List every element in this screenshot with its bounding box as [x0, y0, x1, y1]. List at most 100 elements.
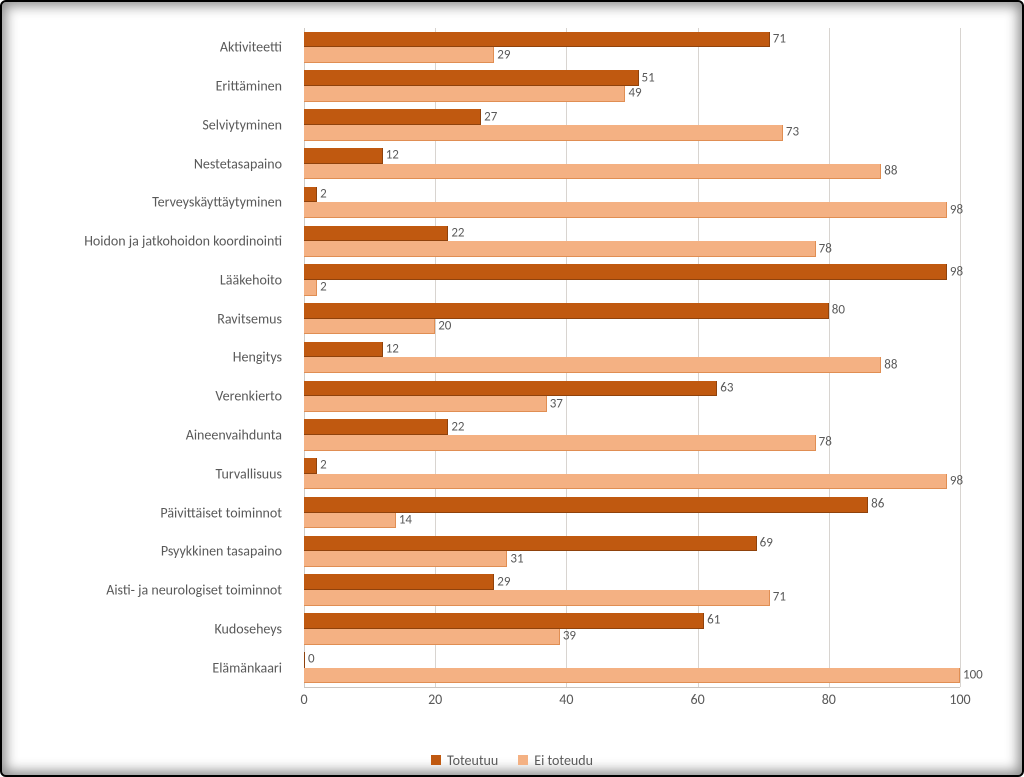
bar-value-label: 0	[308, 652, 315, 667]
bar-value-label: 29	[497, 574, 510, 589]
bar-ei_toteudu: 73	[304, 125, 783, 141]
category-label: Päivittäiset toiminnot	[22, 504, 282, 521]
bar-value-label: 39	[563, 629, 576, 644]
category-row: Verenkierto6337	[304, 379, 960, 413]
bar-value-label: 78	[819, 435, 832, 450]
category-row: Hengitys1288	[304, 340, 960, 374]
category-label: Aisti- ja neurologiset toiminnot	[22, 582, 282, 599]
bar-ei_toteudu: 31	[304, 551, 507, 567]
legend: Toteutuu Ei toteudu	[2, 752, 1022, 770]
bar-ei_toteudu: 20	[304, 319, 435, 335]
bar-value-label: 78	[819, 241, 832, 256]
category-label: Nestetasapaino	[22, 155, 282, 172]
plot-wrap: 020406080100Aktiviteetti7129Erittäminen5…	[24, 18, 1000, 718]
x-tick-label: 60	[690, 691, 704, 708]
bar-value-label: 20	[438, 319, 451, 334]
bar-ei_toteudu: 37	[304, 396, 547, 412]
bar-value-label: 14	[399, 512, 412, 527]
category-row: Selviytyminen2773	[304, 108, 960, 142]
bar-ei_toteudu: 88	[304, 357, 881, 373]
bar-value-label: 31	[510, 551, 523, 566]
bar-ei_toteudu: 49	[304, 86, 625, 102]
legend-item: Toteutuu	[431, 752, 498, 769]
x-tick-label: 100	[949, 691, 970, 708]
category-label: Hengitys	[22, 349, 282, 366]
bar-toteutuu: 98	[304, 264, 947, 280]
x-tick-label: 40	[559, 691, 573, 708]
bar-value-label: 2	[320, 458, 327, 473]
bar-toteutuu: 22	[304, 419, 448, 435]
bar-value-label: 88	[884, 164, 897, 179]
legend-item: Ei toteudu	[518, 752, 593, 769]
bar-toteutuu: 22	[304, 226, 448, 242]
bar-value-label: 49	[628, 86, 641, 101]
category-row: Hoidon ja jatkohoidon koordinointi2278	[304, 224, 960, 258]
category-label: Turvallisuus	[22, 465, 282, 482]
bar-ei_toteudu: 78	[304, 435, 816, 451]
bar-value-label: 71	[773, 32, 786, 47]
bar-ei_toteudu: 98	[304, 202, 947, 218]
bar-toteutuu: 2	[304, 187, 317, 203]
bar-ei_toteudu: 14	[304, 513, 396, 529]
bar-toteutuu: 61	[304, 613, 704, 629]
legend-label: Ei toteudu	[534, 752, 593, 769]
bar-value-label: 73	[786, 125, 799, 140]
chart-frame: 020406080100Aktiviteetti7129Erittäminen5…	[0, 0, 1024, 777]
bar-toteutuu: 2	[304, 458, 317, 474]
category-label: Kudoseheys	[22, 620, 282, 637]
bar-value-label: 63	[720, 380, 733, 395]
bar-value-label: 12	[386, 342, 399, 357]
legend-swatch	[518, 755, 528, 765]
x-tick-label: 0	[300, 691, 307, 708]
bar-ei_toteudu: 78	[304, 241, 816, 257]
bar-toteutuu: 71	[304, 32, 770, 48]
bar-toteutuu: 80	[304, 303, 829, 319]
bar-value-label: 86	[871, 497, 884, 512]
bar-toteutuu: 69	[304, 536, 757, 552]
bar-value-label: 37	[550, 396, 563, 411]
category-label: Ravitsemus	[22, 310, 282, 327]
bar-value-label: 88	[884, 357, 897, 372]
category-label: Psyykkinen tasapaino	[22, 543, 282, 560]
category-label: Aineenvaihdunta	[22, 427, 282, 444]
category-label: Aktiviteetti	[22, 39, 282, 56]
plot-area: 020406080100Aktiviteetti7129Erittäminen5…	[304, 28, 960, 688]
bar-toteutuu: 51	[304, 70, 639, 86]
bar-toteutuu: 12	[304, 148, 383, 164]
category-row: Erittäminen5149	[304, 69, 960, 103]
bar-value-label: 61	[707, 613, 720, 628]
category-row: Aisti- ja neurologiset toiminnot2971	[304, 573, 960, 607]
bar-value-label: 80	[832, 303, 845, 318]
bar-value-label: 2	[320, 280, 327, 295]
bar-toteutuu: 12	[304, 342, 383, 358]
bar-ei_toteudu: 2	[304, 280, 317, 296]
bar-toteutuu: 63	[304, 381, 717, 397]
x-tick-label: 80	[822, 691, 836, 708]
bar-value-label: 22	[451, 419, 464, 434]
bar-ei_toteudu: 98	[304, 474, 947, 490]
category-label: Verenkierto	[22, 388, 282, 405]
category-label: Erittäminen	[22, 78, 282, 95]
bar-value-label: 69	[760, 535, 773, 550]
bar-value-label: 98	[950, 264, 963, 279]
category-row: Psyykkinen tasapaino6931	[304, 534, 960, 568]
category-row: Ravitsemus8020	[304, 302, 960, 336]
category-label: Elämänkaari	[22, 659, 282, 676]
category-row: Lääkehoito982	[304, 263, 960, 297]
bar-ei_toteudu: 100	[304, 668, 960, 684]
category-row: Aineenvaihdunta2278	[304, 418, 960, 452]
bar-value-label: 27	[484, 109, 497, 124]
bar-value-label: 98	[950, 474, 963, 489]
category-row: Elämänkaari0100	[304, 651, 960, 685]
bar-value-label: 51	[642, 70, 655, 85]
legend-label: Toteutuu	[447, 752, 498, 769]
category-label: Selviytyminen	[22, 116, 282, 133]
bar-toteutuu: 27	[304, 109, 481, 125]
bar-value-label: 22	[451, 225, 464, 240]
bar-value-label: 100	[963, 667, 983, 682]
bar-value-label: 2	[320, 187, 327, 202]
x-tick-label: 20	[428, 691, 442, 708]
bar-ei_toteudu: 29	[304, 47, 494, 63]
bar-ei_toteudu: 39	[304, 629, 560, 645]
category-row: Aktiviteetti7129	[304, 30, 960, 64]
